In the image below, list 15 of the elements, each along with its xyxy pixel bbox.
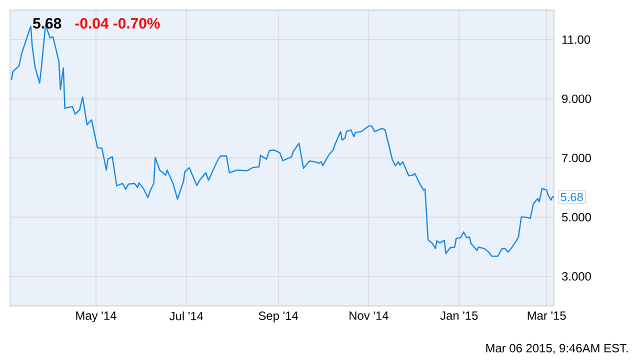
x-tick-label: Nov '14	[350, 312, 388, 320]
y-tick-label: 11.00	[562, 35, 590, 44]
text: Mar 06 2015, 9:46AM EST.	[486, 344, 628, 354]
x-tick-label: Mar '15	[528, 312, 566, 320]
chart-title: 5.68	[33, 18, 62, 29]
annotation: 5.68	[560, 192, 583, 202]
y-tick-label: 3.000	[562, 272, 591, 281]
y-tick-label: 9.000	[562, 94, 591, 104]
x-tick-label: Jan '15	[440, 312, 478, 320]
chart-subtitle: -0.04 -0.70%	[75, 18, 160, 29]
x-tick-label: Sep '14	[258, 312, 298, 322]
x-tick-label: Jul '14	[169, 312, 204, 320]
y-tick-label: 7.000	[562, 154, 591, 162]
x-tick-label: May '14	[76, 312, 116, 322]
y-tick-label: 5.000	[562, 212, 591, 222]
